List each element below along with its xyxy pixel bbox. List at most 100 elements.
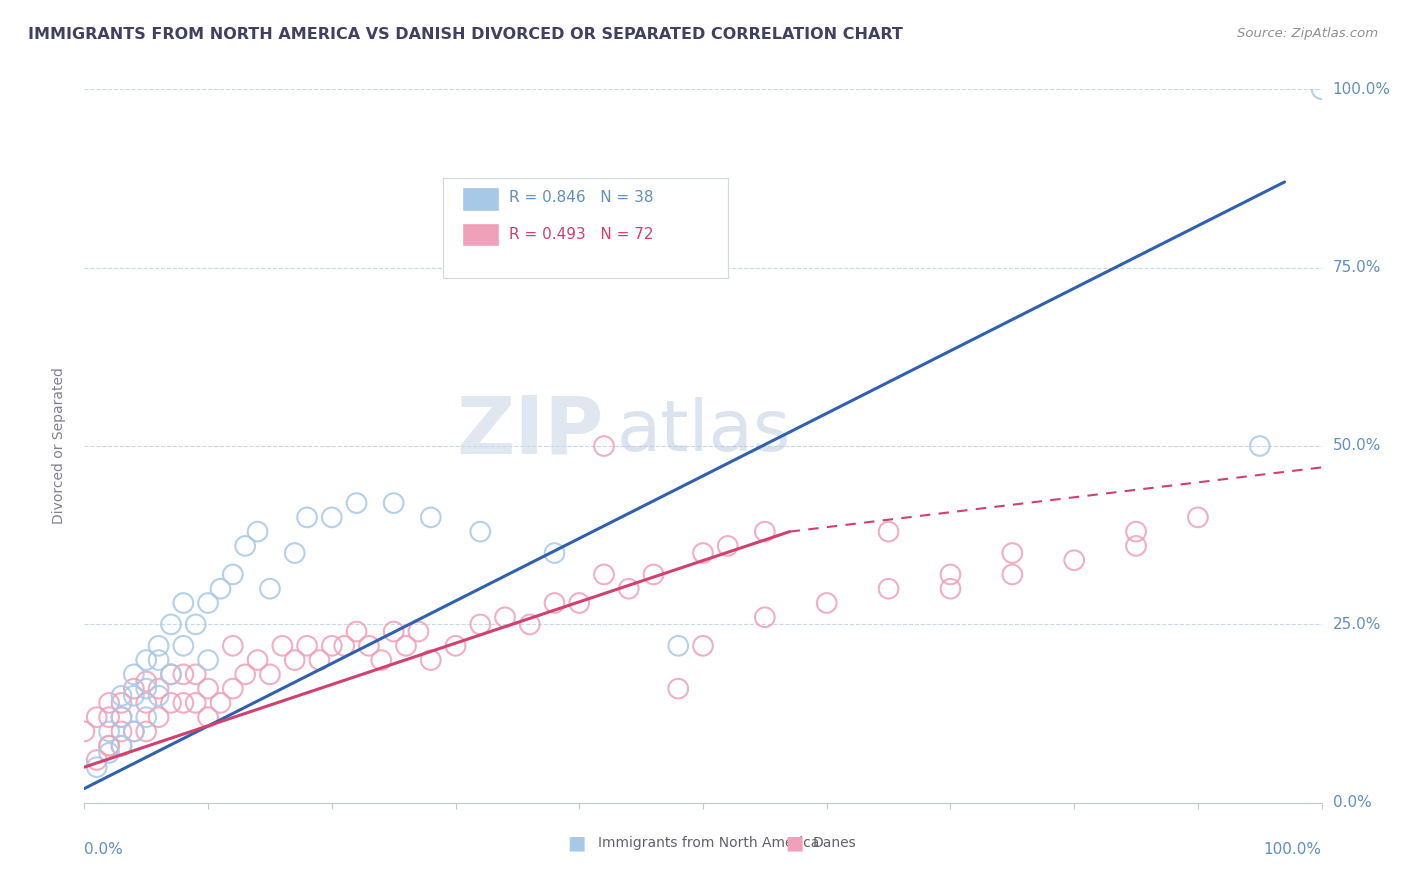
Point bbox=[877, 524, 900, 539]
Point bbox=[148, 639, 170, 653]
Point bbox=[470, 617, 492, 632]
Point bbox=[593, 567, 616, 582]
Point bbox=[233, 539, 256, 553]
Point bbox=[259, 667, 281, 681]
Text: 25.0%: 25.0% bbox=[1333, 617, 1381, 632]
FancyBboxPatch shape bbox=[443, 178, 728, 278]
Point bbox=[284, 546, 307, 560]
Point bbox=[494, 610, 516, 624]
Point bbox=[284, 653, 307, 667]
Point bbox=[321, 510, 343, 524]
Text: R = 0.493   N = 72: R = 0.493 N = 72 bbox=[509, 227, 654, 242]
Point bbox=[135, 696, 157, 710]
Point bbox=[617, 582, 640, 596]
Point bbox=[1125, 524, 1147, 539]
Point bbox=[246, 524, 269, 539]
Text: IMMIGRANTS FROM NORTH AMERICA VS DANISH DIVORCED OR SEPARATED CORRELATION CHART: IMMIGRANTS FROM NORTH AMERICA VS DANISH … bbox=[28, 27, 903, 42]
Point bbox=[222, 681, 245, 696]
Text: 0.0%: 0.0% bbox=[1333, 796, 1371, 810]
Text: atlas: atlas bbox=[616, 397, 790, 467]
Point bbox=[543, 596, 565, 610]
Point bbox=[717, 539, 740, 553]
Point bbox=[444, 639, 467, 653]
Point bbox=[408, 624, 430, 639]
Point bbox=[246, 653, 269, 667]
Text: 100.0%: 100.0% bbox=[1264, 842, 1322, 856]
Point bbox=[197, 681, 219, 696]
Point bbox=[1063, 553, 1085, 567]
Point bbox=[122, 724, 145, 739]
Point bbox=[815, 596, 838, 610]
Point bbox=[692, 546, 714, 560]
Point bbox=[295, 510, 318, 524]
Point bbox=[543, 546, 565, 560]
Point bbox=[86, 760, 108, 774]
Point bbox=[110, 739, 132, 753]
Point bbox=[209, 696, 232, 710]
Point bbox=[73, 724, 96, 739]
Point bbox=[1310, 82, 1333, 96]
Text: ZIP: ZIP bbox=[457, 392, 605, 471]
Point bbox=[172, 596, 194, 610]
Point bbox=[222, 567, 245, 582]
Point bbox=[692, 639, 714, 653]
Point bbox=[148, 689, 170, 703]
Point bbox=[382, 496, 405, 510]
Point bbox=[98, 739, 121, 753]
Point bbox=[110, 710, 132, 724]
Point bbox=[135, 674, 157, 689]
Point bbox=[593, 439, 616, 453]
Point bbox=[160, 696, 183, 710]
Text: R = 0.846   N = 38: R = 0.846 N = 38 bbox=[509, 190, 654, 205]
Point bbox=[110, 724, 132, 739]
Point bbox=[939, 567, 962, 582]
Point bbox=[222, 639, 245, 653]
Point bbox=[666, 639, 689, 653]
Point bbox=[568, 596, 591, 610]
Point bbox=[160, 667, 183, 681]
Text: Source: ZipAtlas.com: Source: ZipAtlas.com bbox=[1237, 27, 1378, 40]
Point bbox=[259, 582, 281, 596]
Point bbox=[754, 610, 776, 624]
FancyBboxPatch shape bbox=[461, 223, 499, 246]
Point bbox=[160, 617, 183, 632]
Text: 50.0%: 50.0% bbox=[1333, 439, 1381, 453]
Point bbox=[939, 582, 962, 596]
Point bbox=[98, 739, 121, 753]
Point bbox=[110, 696, 132, 710]
Point bbox=[98, 724, 121, 739]
Point bbox=[271, 639, 294, 653]
Text: Immigrants from North America: Immigrants from North America bbox=[598, 836, 818, 850]
Point bbox=[395, 639, 418, 653]
Point bbox=[346, 624, 368, 639]
Point bbox=[197, 596, 219, 610]
Point bbox=[148, 653, 170, 667]
Text: 75.0%: 75.0% bbox=[1333, 260, 1381, 275]
Point bbox=[419, 510, 441, 524]
Point bbox=[233, 667, 256, 681]
Point bbox=[333, 639, 356, 653]
Point bbox=[370, 653, 392, 667]
Point bbox=[184, 667, 207, 681]
Point bbox=[122, 689, 145, 703]
Point bbox=[148, 681, 170, 696]
Point bbox=[519, 617, 541, 632]
Point bbox=[877, 582, 900, 596]
Point bbox=[110, 739, 132, 753]
Text: ■: ■ bbox=[567, 833, 586, 853]
Point bbox=[122, 681, 145, 696]
Text: ■: ■ bbox=[785, 833, 804, 853]
Point bbox=[160, 667, 183, 681]
Point bbox=[197, 653, 219, 667]
Point bbox=[1001, 546, 1024, 560]
Point bbox=[172, 667, 194, 681]
Point bbox=[754, 524, 776, 539]
Point bbox=[1249, 439, 1271, 453]
Point bbox=[135, 681, 157, 696]
Point bbox=[209, 582, 232, 596]
Point bbox=[666, 681, 689, 696]
Point bbox=[1187, 510, 1209, 524]
Y-axis label: Divorced or Separated: Divorced or Separated bbox=[52, 368, 66, 524]
FancyBboxPatch shape bbox=[461, 187, 499, 211]
Point bbox=[110, 710, 132, 724]
